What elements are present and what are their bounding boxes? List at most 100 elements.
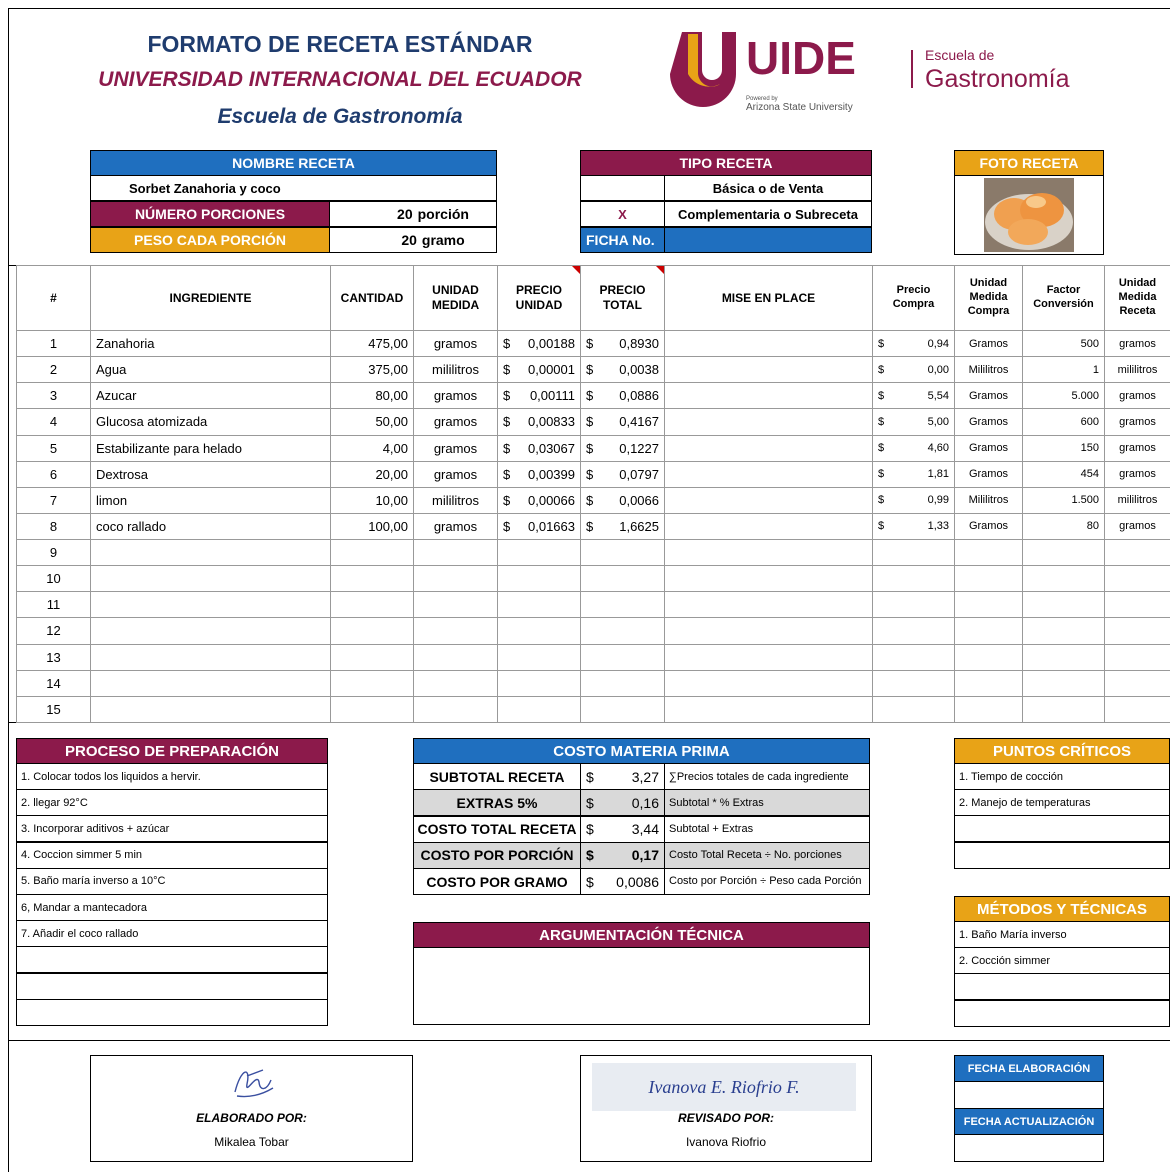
table-cell (497, 539, 581, 567)
amount: 5,54 (927, 389, 949, 402)
amount: 0,01663 (528, 518, 575, 534)
table-cell: Gramos (954, 330, 1023, 358)
section-header: MÉTODOS Y TÉCNICAS (954, 896, 1170, 922)
column-header: # (16, 265, 91, 331)
cost-formula: Subtotal + Extras (664, 815, 870, 843)
table-cell: Estabilizante para helado (90, 434, 331, 462)
amount: 0,0038 (619, 362, 659, 378)
cost-value: $3,27 (580, 763, 665, 790)
money-cell: $0,00833 (497, 408, 581, 436)
signature: Ivanova E. Riofrio F. (648, 1076, 800, 1097)
table-cell: 600 (1022, 408, 1105, 436)
money-cell: $1,6625 (580, 512, 665, 541)
money-cell: $0,00001 (497, 356, 581, 384)
table-cell (954, 643, 1023, 671)
argumentation-body (413, 947, 870, 1025)
table-cell: 9 (16, 539, 91, 567)
process-step (16, 946, 328, 974)
amount: 0,00399 (528, 466, 575, 482)
cost-label: SUBTOTAL RECETA (413, 763, 581, 790)
table-cell (1104, 669, 1170, 697)
table-cell: 375,00 (330, 356, 414, 384)
cost-value: $3,44 (580, 815, 665, 843)
table-cell: limon (90, 486, 331, 514)
column-header: Precio Compra (872, 265, 955, 331)
signature-name: Ivanova Riofrio (685, 1135, 767, 1149)
signature-name: Mikalea Tobar (214, 1135, 289, 1149)
logo-divider (911, 50, 913, 88)
weight-value: 20 (401, 232, 417, 248)
signature-label: ELABORADO POR: (196, 1111, 307, 1125)
critical-point: 1. Tiempo de cocción (954, 763, 1170, 790)
weight-unit: gramo (421, 232, 465, 248)
comment-marker (656, 266, 664, 274)
table-cell (1022, 643, 1105, 671)
table-cell (580, 643, 665, 671)
amount: 0,94 (927, 337, 949, 350)
table-cell: Mililitros (954, 356, 1023, 384)
cost-formula: Costo Total Receta ÷ No. porciones (664, 841, 870, 869)
table-cell: Zanahoria (90, 330, 331, 358)
logo-mark (670, 32, 736, 107)
amount: 4,60 (927, 442, 949, 455)
money-cell: $0,00188 (497, 330, 581, 358)
currency: $ (503, 518, 511, 534)
portions-value: 20 (397, 206, 413, 222)
table-cell: 2 (16, 356, 91, 384)
signature-scribble (233, 1069, 273, 1098)
table-cell (872, 591, 955, 619)
table-cell (413, 669, 498, 697)
table-cell: 10,00 (330, 486, 414, 514)
signature-wrap (227, 1062, 277, 1102)
amount: 3,44 (631, 821, 659, 838)
column-header: UNIDAD MEDIDA (413, 265, 498, 331)
process-step: 1. Colocar todos los liquidos a hervir. (16, 763, 328, 790)
money-cell: $1,81 (872, 460, 955, 488)
process-step: 6, Mandar a mantecadora (16, 894, 328, 921)
title: FORMATO DE RECETA ESTÁNDAR (147, 30, 533, 57)
table-cell (497, 591, 581, 619)
table-cell (872, 617, 955, 645)
table-cell: 500 (1022, 330, 1105, 358)
table-cell (664, 356, 873, 384)
table-cell: 454 (1022, 460, 1105, 488)
method: 1. Baño María inverso (954, 921, 1170, 948)
table-cell (580, 617, 665, 645)
table-cell: mililitros (1104, 486, 1170, 514)
portions-unit: porción (417, 206, 469, 222)
comment-marker (572, 266, 580, 274)
table-cell: 14 (16, 669, 91, 697)
table-cell: gramos (413, 434, 498, 462)
table-cell (1022, 695, 1105, 723)
table-cell (664, 695, 873, 723)
signature-label: REVISADO POR: (677, 1111, 774, 1125)
table-cell (1022, 591, 1105, 619)
amount: 0,0086 (616, 873, 659, 890)
amount: 0,99 (927, 494, 949, 507)
table-cell: gramos (1104, 382, 1170, 410)
cost-formula: ∑Precios totales de cada ingrediente (664, 763, 870, 790)
amount: 0,00833 (528, 414, 575, 430)
amount: 3,27 (631, 768, 659, 785)
money-cell: $4,60 (872, 434, 955, 462)
money-cell: $0,1227 (580, 434, 665, 462)
money-cell: $0,00 (872, 356, 955, 384)
table-cell: 4,00 (330, 434, 414, 462)
table-cell (580, 591, 665, 619)
currency: $ (878, 415, 885, 428)
table-cell: Dextrosa (90, 460, 331, 488)
critical-point (954, 841, 1170, 869)
table-cell (872, 643, 955, 671)
table-cell: gramos (413, 382, 498, 410)
money-cell: $1,33 (872, 512, 955, 541)
currency: $ (878, 337, 885, 350)
table-cell (330, 695, 414, 723)
rule (8, 1040, 1170, 1041)
amount: 0,00188 (528, 336, 575, 352)
signature-box (90, 1055, 413, 1162)
table-cell (872, 669, 955, 697)
logo-brand: UIDE (746, 32, 856, 84)
amount: 1,33 (927, 520, 949, 533)
table-cell: gramos (413, 460, 498, 488)
table-cell (330, 565, 414, 593)
